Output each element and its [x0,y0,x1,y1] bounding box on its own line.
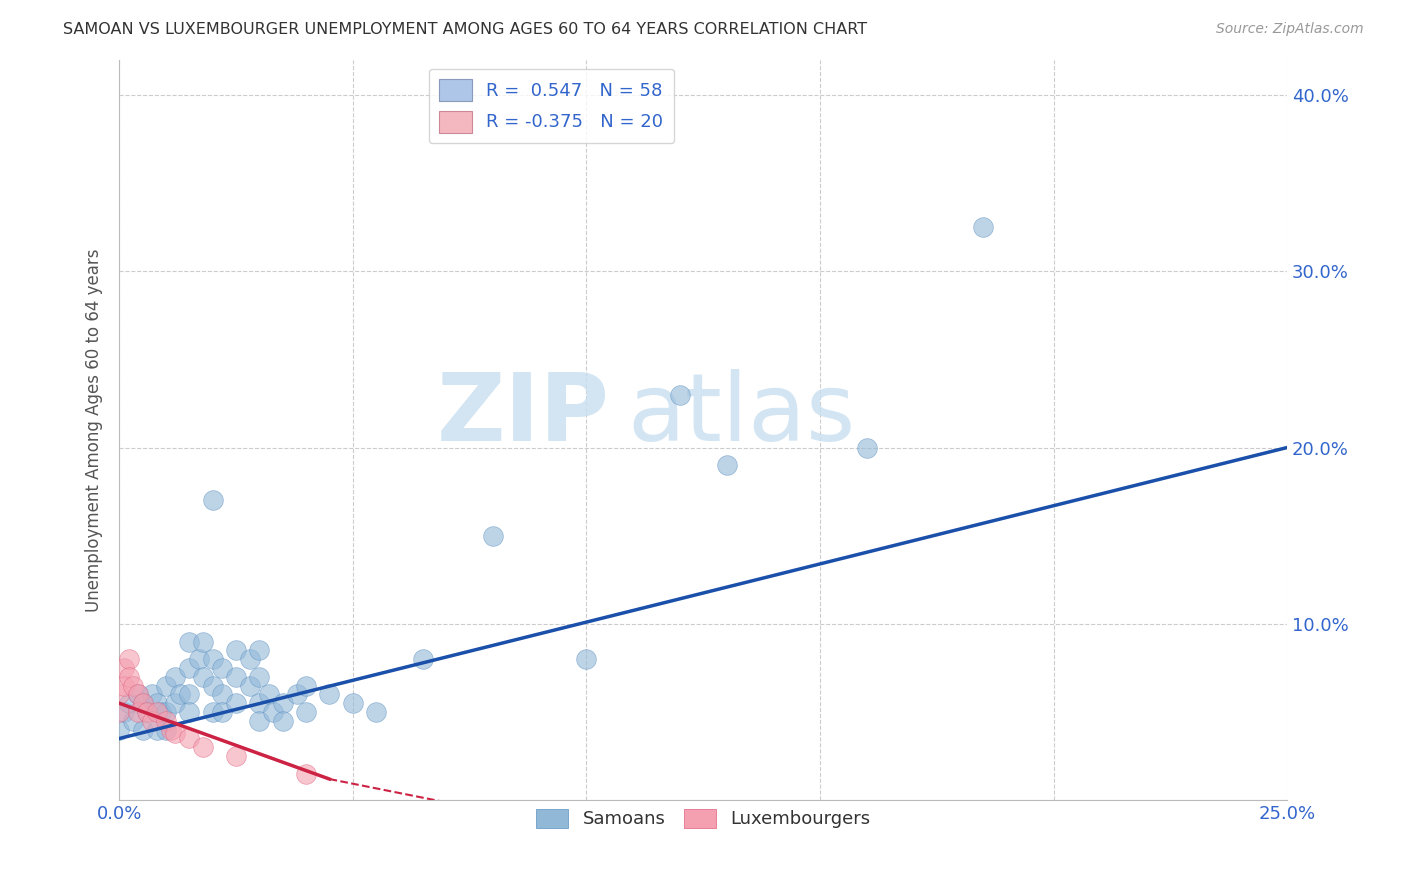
Point [239,652,262,666]
Point [716,458,738,472]
Point [201,705,224,719]
Point [122,714,145,728]
Point [117,696,139,710]
Point [342,696,364,710]
Point [225,749,247,764]
Point [193,634,215,648]
Point [179,705,201,719]
Point [112,679,135,693]
Point [108,705,131,719]
Point [295,766,318,780]
Point [249,670,271,684]
Point [141,714,163,728]
Point [179,634,201,648]
Point [155,723,177,737]
Point [131,696,153,710]
Point [318,687,340,701]
Point [225,670,247,684]
Point [165,696,187,710]
Point [412,652,434,666]
Point [855,441,877,455]
Point [271,714,294,728]
Legend: Samoans, Luxembourgers: Samoans, Luxembourgers [529,802,877,836]
Point [179,687,201,701]
Point [249,643,271,657]
Point [150,705,173,719]
Text: ZIP: ZIP [437,369,610,461]
Point [136,705,159,719]
Point [201,679,224,693]
Point [575,652,598,666]
Point [165,726,187,740]
Point [127,687,149,701]
Point [249,714,271,728]
Point [131,696,153,710]
Point [112,661,135,675]
Point [211,661,233,675]
Point [482,529,505,543]
Point [122,679,145,693]
Point [285,687,308,701]
Point [169,687,191,701]
Point [295,679,318,693]
Point [669,387,692,401]
Point [239,679,262,693]
Point [179,731,201,746]
Point [127,687,149,701]
Point [193,740,215,755]
Point [127,705,149,719]
Point [179,661,201,675]
Point [155,714,177,728]
Point [366,705,388,719]
Point [211,687,233,701]
Point [155,679,177,693]
Y-axis label: Unemployment Among Ages 60 to 64 years: Unemployment Among Ages 60 to 64 years [86,248,103,612]
Text: SAMOAN VS LUXEMBOURGER UNEMPLOYMENT AMONG AGES 60 TO 64 YEARS CORRELATION CHART: SAMOAN VS LUXEMBOURGER UNEMPLOYMENT AMON… [63,22,868,37]
Point [108,723,131,737]
Point [257,687,280,701]
Point [271,696,294,710]
Point [295,705,318,719]
Point [136,705,159,719]
Text: Source: ZipAtlas.com: Source: ZipAtlas.com [1216,22,1364,37]
Point [165,670,187,684]
Point [201,652,224,666]
Point [193,670,215,684]
Point [112,705,135,719]
Point [187,652,209,666]
Point [159,723,181,737]
Point [262,705,284,719]
Point [201,493,224,508]
Point [131,723,153,737]
Point [108,687,131,701]
Point [225,643,247,657]
Point [141,687,163,701]
Text: atlas: atlas [627,369,855,461]
Point [972,220,994,235]
Point [117,670,139,684]
Point [117,652,139,666]
Point [145,696,167,710]
Point [155,705,177,719]
Point [211,705,233,719]
Point [225,696,247,710]
Point [145,723,167,737]
Point [145,705,167,719]
Point [249,696,271,710]
